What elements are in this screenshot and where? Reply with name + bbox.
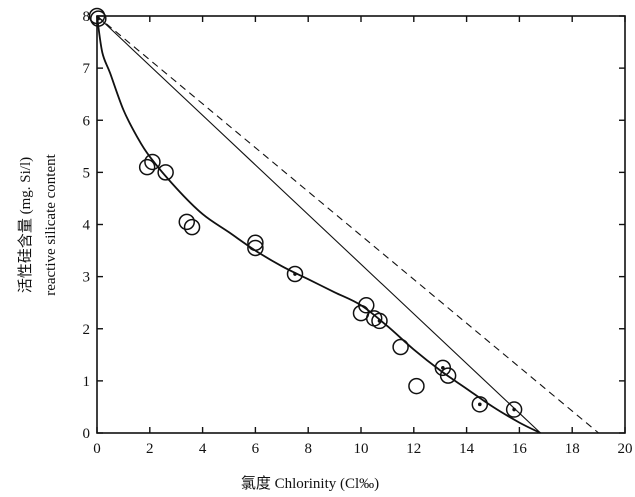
- plot-frame: [96, 15, 626, 434]
- data-point: [392, 338, 409, 356]
- dashed-reference-line: [96, 15, 599, 434]
- y-tick-label: 8: [83, 9, 91, 25]
- x-tick-label: 20: [618, 441, 633, 457]
- y-tick-label: 7: [83, 61, 91, 77]
- y-axis-label-english: reactive silicate content: [43, 153, 59, 295]
- data-point: [88, 7, 106, 25]
- x-tick-label: 2: [146, 441, 154, 457]
- y-tick-label: 2: [83, 322, 91, 338]
- plot-area: [96, 15, 626, 434]
- x-tick-label: 6: [252, 441, 260, 457]
- y-tick-label: 3: [83, 270, 91, 286]
- x-tick-label: 16: [512, 441, 528, 457]
- data-point-center-dot: [478, 402, 482, 407]
- data-point-center-dot: [293, 272, 297, 276]
- fitted-curve: [96, 15, 541, 434]
- y-axis-label-chinese: 活性硅含量 (mg. Si/l): [17, 157, 34, 293]
- data-point: [371, 312, 388, 330]
- data-point: [144, 153, 161, 171]
- data-point-center-dot: [377, 319, 382, 323]
- y-tick-label: 6: [83, 113, 91, 129]
- data-point: [178, 213, 196, 231]
- data-point-center-dot: [512, 407, 516, 412]
- data-point: [439, 367, 457, 384]
- x-tick-label: 0: [93, 441, 101, 457]
- data-point: [183, 218, 201, 236]
- x-tick-label: 14: [459, 441, 475, 457]
- solid-mixing-line: [96, 15, 541, 434]
- x-axis-label: 氯度 Chlorinity (Cl‰): [241, 475, 379, 492]
- data-point: [90, 10, 107, 27]
- x-tick-label: 8: [304, 441, 312, 457]
- data-point: [286, 265, 304, 283]
- data-point: [247, 239, 264, 257]
- data-point: [247, 234, 264, 251]
- data-point: [505, 401, 523, 418]
- y-tick-label: 1: [83, 374, 91, 390]
- y-tick-label: 5: [83, 165, 91, 181]
- x-tick-label: 4: [199, 441, 207, 457]
- data-point: [408, 377, 425, 395]
- data-point: [157, 164, 174, 181]
- data-point: [358, 297, 375, 314]
- x-tick-label: 12: [406, 441, 421, 457]
- y-tick-label: 0: [83, 426, 91, 442]
- x-tick-label: 10: [354, 441, 369, 457]
- data-point: [471, 396, 489, 413]
- data-marks: [88, 7, 599, 434]
- y-tick-label: 4: [83, 218, 91, 234]
- data-point: [138, 158, 156, 176]
- x-tick-label: 18: [565, 441, 580, 457]
